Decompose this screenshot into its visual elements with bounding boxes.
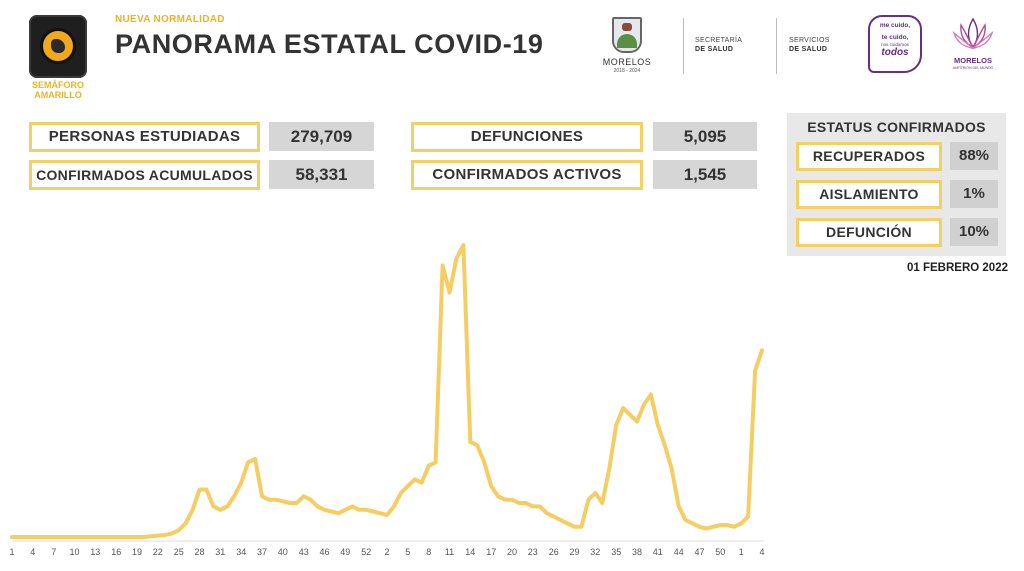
status-title: ESTATUS CONFIRMADOS (807, 119, 986, 135)
x-tick-label: 43 (299, 547, 309, 557)
semaforo-icon (29, 15, 87, 78)
x-tick-label: 1 (739, 547, 744, 557)
morelos-logo-text: MORELOS (954, 56, 992, 65)
x-tick-label: 20 (507, 547, 517, 557)
defunciones-label: DEFUNCIONES (411, 122, 643, 152)
x-tick-label: 40 (278, 547, 288, 557)
x-tick-label: 22 (153, 547, 163, 557)
x-tick-label: 35 (611, 547, 621, 557)
x-tick-label: 23 (528, 547, 538, 557)
confirmados-activos-label: CONFIRMADOS ACTIVOS (411, 160, 643, 190)
status-aislamiento-value: 1% (950, 180, 998, 208)
state-map-icon (51, 39, 65, 53)
x-tick-label: 28 (194, 547, 204, 557)
x-tick-label: 5 (405, 547, 410, 557)
x-tick-label: 26 (549, 547, 559, 557)
x-axis-ticks: 1 4 7 10 13 16 19 22 25 28 31 34 37 40 43 46 49 52 2 5 8 11 14… (9, 547, 764, 557)
confirmados-acumulados-label: CONFIRMADOS ACUMULADOS (29, 160, 260, 190)
series-line (10, 243, 764, 539)
x-tick-label: 47 (694, 547, 704, 557)
x-tick-label: 37 (257, 547, 267, 557)
status-aislamiento-label: AISLAMIENTO (796, 180, 942, 209)
x-tick-label: 44 (674, 547, 684, 557)
semaforo-label: SEMÁFORO AMARILLO (31, 80, 84, 100)
x-tick-label: 32 (590, 547, 600, 557)
personas-estudiadas-value: 279,709 (269, 122, 374, 151)
defunciones-value: 5,095 (653, 122, 757, 151)
x-tick-label: 13 (90, 547, 100, 557)
x-tick-label: 29 (569, 547, 579, 557)
servicios-label: SERVICIOS DE SALUD (789, 37, 830, 53)
header-divider (683, 18, 684, 74)
x-tick-label: 46 (319, 547, 329, 557)
x-tick-label: 8 (426, 547, 431, 557)
x-tick-label: 25 (174, 547, 184, 557)
covid-line-chart: 1 4 7 10 13 16 19 22 25 28 31 34 37 40 43 46 49 52 2 5 8 11 14… (9, 243, 765, 557)
x-tick-label: 4 (30, 547, 35, 557)
kicker: NUEVA NORMALIDAD (115, 14, 225, 25)
secretaria-label: SECRETARÍA DE SALUD (695, 37, 743, 53)
x-tick-label: 16 (111, 547, 121, 557)
x-tick-label: 19 (132, 547, 142, 557)
confirmados-activos-value: 1,545 (653, 160, 757, 189)
x-tick-label: 14 (465, 547, 475, 557)
status-recuperados-label: RECUPERADOS (796, 142, 942, 171)
gov-name: MORELOS (602, 57, 652, 67)
x-tick-label: 2 (384, 547, 389, 557)
morelos-logo-subtext: ANFITRIÓN DEL MUNDO (952, 66, 994, 70)
x-tick-label: 17 (486, 547, 496, 557)
x-tick-label: 1 (9, 547, 14, 557)
personas-estudiadas-label: PERSONAS ESTUDIADAS (29, 122, 260, 152)
x-tick-label: 41 (653, 547, 663, 557)
header-divider (776, 18, 777, 74)
x-tick-label: 4 (759, 547, 764, 557)
x-tick-label: 7 (51, 547, 56, 557)
x-tick-label: 34 (236, 547, 246, 557)
gov-years: 2018 - 2024 (613, 68, 641, 74)
x-tick-label: 11 (445, 547, 454, 557)
cuido-logo: me cuido, te cuido, nos cuidamos todos (868, 15, 922, 73)
x-tick-label: 49 (340, 547, 350, 557)
morelos-shield-icon (612, 17, 642, 53)
report-date: 01 FEBRERO 2022 (907, 262, 1008, 274)
x-tick-label: 31 (215, 547, 225, 557)
status-defuncion-value: 10% (950, 218, 998, 246)
x-tick-label: 50 (715, 547, 725, 557)
semaforo-light (40, 28, 76, 64)
lotus-logo-icon (952, 17, 994, 49)
confirmados-acumulados-value: 58,331 (269, 160, 374, 189)
status-defuncion-label: DEFUNCIÓN (796, 218, 942, 247)
status-recuperados-value: 88% (950, 142, 998, 170)
x-tick-label: 10 (69, 547, 79, 557)
x-tick-label: 52 (361, 547, 371, 557)
page-title: PANORAMA ESTATAL COVID-19 (115, 29, 544, 59)
x-tick-label: 38 (632, 547, 642, 557)
